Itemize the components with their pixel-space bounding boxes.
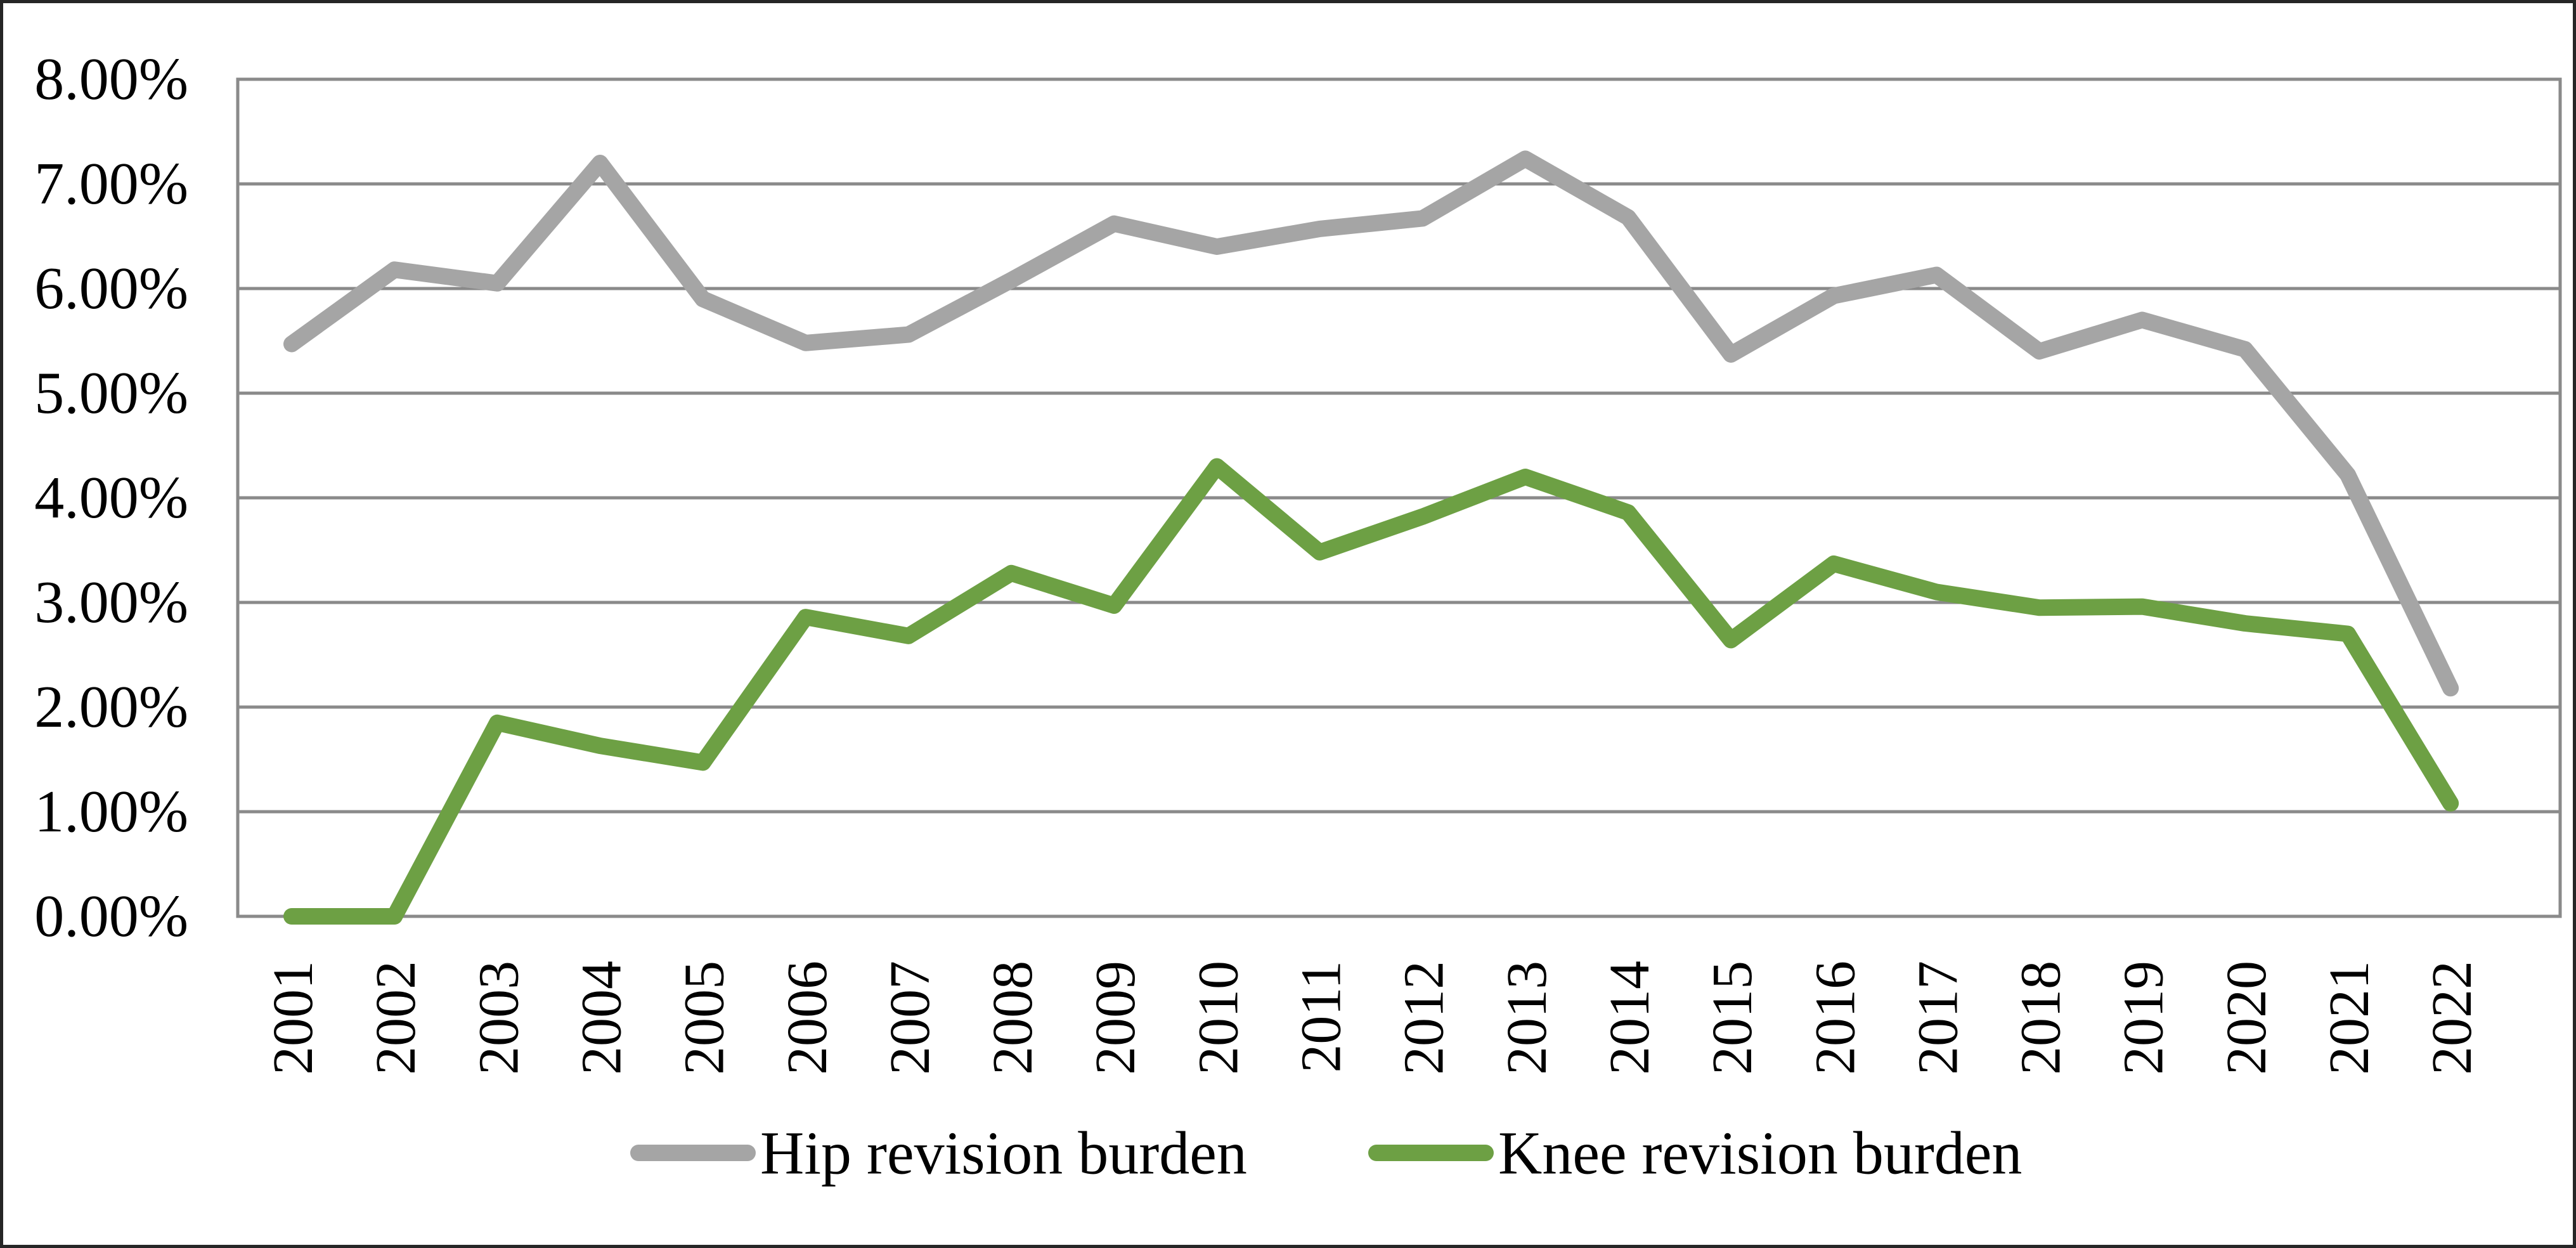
x-tick-label-2015: 2015 xyxy=(1701,961,1764,1075)
x-tick-label-2005: 2005 xyxy=(673,961,736,1075)
y-tick-label: 2.00% xyxy=(34,674,188,740)
y-tick-label: 8.00% xyxy=(34,46,188,112)
x-tick-label-2009: 2009 xyxy=(1084,961,1147,1075)
x-tick-label-2002: 2002 xyxy=(365,961,427,1075)
x-tick-label-2008: 2008 xyxy=(981,961,1044,1075)
x-tick-label-2018: 2018 xyxy=(2010,961,2073,1075)
x-tick-label-2003: 2003 xyxy=(467,961,530,1075)
knee-series-line xyxy=(283,458,2459,925)
x-tick-label-2022: 2022 xyxy=(2421,961,2483,1075)
x-tick-label-2004: 2004 xyxy=(570,961,633,1075)
legend-label-knee: Knee revision burden xyxy=(1498,1119,2022,1187)
legend: Hip revision burden Knee revision burden xyxy=(630,1119,2022,1187)
y-tick-label: 6.00% xyxy=(34,256,188,322)
x-tick-label-2013: 2013 xyxy=(1496,961,1558,1075)
y-tick-label: 3.00% xyxy=(34,569,188,635)
x-tick-label-2001: 2001 xyxy=(262,961,325,1075)
y-tick-label: 1.00% xyxy=(34,779,188,845)
gridlines xyxy=(238,182,2560,814)
x-tick-label-2017: 2017 xyxy=(1906,961,1969,1075)
x-tick-label-2014: 2014 xyxy=(1598,961,1661,1075)
y-tick-label: 4.00% xyxy=(34,465,188,531)
x-axis-labels: 2001 2002 2003 2004 2005 2006 2007 2008 2009 2010… xyxy=(262,961,2483,1075)
legend-item-knee: Knee revision burden xyxy=(1368,1119,2022,1187)
legend-label-hip: Hip revision burden xyxy=(760,1119,1247,1187)
x-tick-label-2016: 2016 xyxy=(1804,961,1867,1075)
y-tick-label: 0.00% xyxy=(34,883,188,949)
x-tick-label-2007: 2007 xyxy=(879,961,942,1075)
y-tick-label: 5.00% xyxy=(34,360,188,426)
x-tick-label-2010: 2010 xyxy=(1187,961,1250,1075)
x-tick-label-2006: 2006 xyxy=(776,961,839,1075)
x-tick-label-2011: 2011 xyxy=(1290,961,1353,1073)
plot-area-border xyxy=(236,77,2562,918)
y-tick-label: 7.00% xyxy=(34,151,188,217)
x-tick-label-2021: 2021 xyxy=(2318,961,2381,1075)
x-tick-label-2020: 2020 xyxy=(2215,961,2278,1075)
revision-burden-chart: 0.00% 1.00% 2.00% 3.00% 4.00% 5.00% 6.00% 7.00%… xyxy=(34,46,2562,1187)
legend-item-hip: Hip revision burden xyxy=(630,1119,1247,1187)
hip-series-line xyxy=(283,150,2459,697)
x-tick-label-2012: 2012 xyxy=(1393,961,1456,1075)
x-tick-label-2019: 2019 xyxy=(2113,961,2175,1075)
y-axis-labels: 0.00% 1.00% 2.00% 3.00% 4.00% 5.00% 6.00% 7.00%… xyxy=(34,46,188,949)
